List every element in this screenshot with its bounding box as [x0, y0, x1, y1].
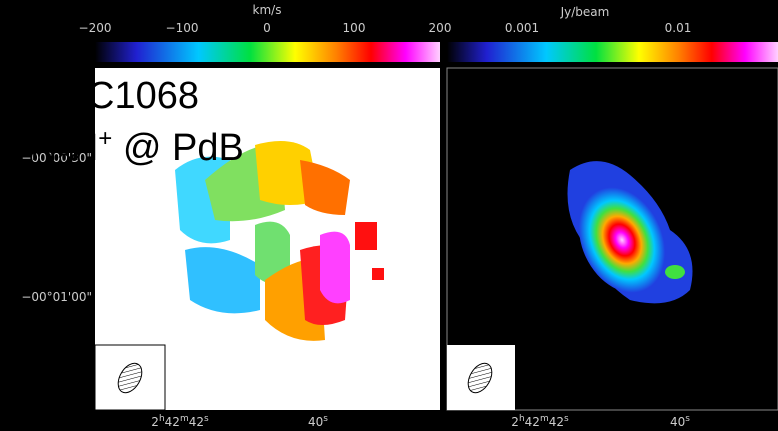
- y-label: −00°00'30": [21, 151, 92, 165]
- x-label: 40s: [670, 414, 690, 429]
- colorbar: [447, 42, 778, 62]
- x-label: 2h42m42s: [511, 414, 569, 429]
- velocity-map: [175, 141, 384, 341]
- colorbar-tick: 0.001: [505, 21, 539, 35]
- colorbar-tick: 0.01: [665, 21, 692, 35]
- x-label: 40s: [308, 414, 328, 429]
- colorbar-tick: −100: [166, 21, 199, 35]
- x-label: 2h42m42s: [151, 414, 209, 429]
- overlay-title: NGC1068: [30, 75, 199, 117]
- colorbar-unit: Jy/beam: [560, 5, 610, 19]
- colorbar-unit: km/s: [253, 3, 282, 17]
- y-label: −00°01'00": [21, 290, 92, 304]
- colorbar-tick: 200: [429, 21, 452, 35]
- colorbar: [95, 42, 440, 62]
- overlay-subtitle: N2H+ @ PdB: [30, 125, 244, 176]
- intensity-map: [567, 161, 693, 304]
- beam: [467, 362, 493, 394]
- beam: [117, 362, 143, 394]
- colorbar-tick: 0: [263, 21, 271, 35]
- colorbar-tick: 100: [343, 21, 366, 35]
- colorbar-tick: −200: [79, 21, 112, 35]
